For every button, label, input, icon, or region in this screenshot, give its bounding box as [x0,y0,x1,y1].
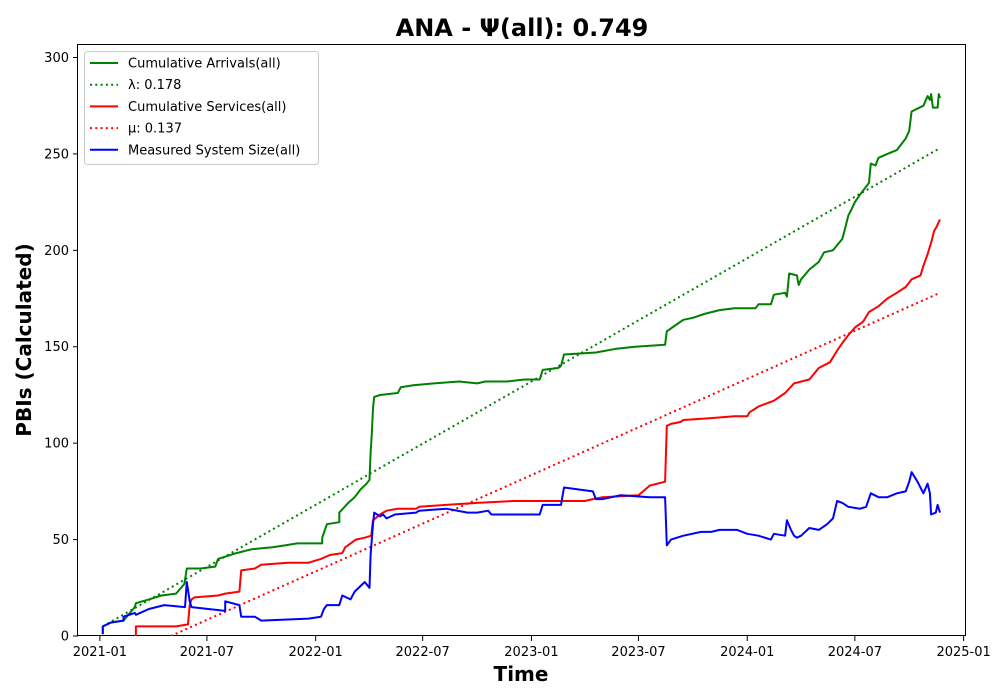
x-tick-label: 2024-01 [720,645,774,660]
plot-area-frame [77,44,966,636]
series-line-2 [102,147,941,628]
x-tick-label: 2023-01 [504,645,558,660]
x-tick-label: 2025-01 [936,645,990,660]
y-tick-label: 200 [44,244,69,259]
y-tick-label: 100 [44,437,69,452]
y-tick-label: 250 [44,147,69,162]
series-line-4 [170,291,941,636]
x-tick-label: 2024-07 [828,645,882,660]
series-line-5 [101,471,941,635]
x-tick-label: 2023-07 [611,645,665,660]
x-axis-ticks: 2021-01 2021-07 2022-01 2022-07 2023-01 2023-… [73,636,991,660]
series-layer [101,93,941,636]
legend-label-1: Cumulative Arrivals(all) [128,57,281,72]
y-tick-label: 300 [44,51,69,66]
series-line-1 [101,93,941,635]
x-tick-label: 2022-01 [289,645,343,660]
chart-title: ANA - Ψ(all): 0.749 [396,14,649,42]
x-tick-label: 2022-07 [396,645,450,660]
series-line-3 [134,219,941,636]
y-tick-label: 50 [52,533,69,548]
x-tick-label: 2021-01 [73,645,127,660]
x-axis-title: Time [494,662,549,686]
y-axis-ticks: 0 50 100 150 200 250 300 [44,51,78,645]
x-tick-label: 2021-07 [180,645,234,660]
legend-label-2: λ: 0.178 [128,78,181,93]
legend: Cumulative Arrivals(all) λ: 0.178 Cumulati… [84,51,319,165]
legend-label-4: μ: 0.137 [128,122,182,137]
y-tick-label: 0 [61,630,69,645]
legend-box [84,51,319,165]
y-tick-label: 150 [44,340,69,355]
y-axis-title: PBIs (Calculated) [12,243,36,436]
legend-label-5: Measured System Size(all) [128,143,300,158]
legend-label-3: Cumulative Services(all) [128,100,286,115]
